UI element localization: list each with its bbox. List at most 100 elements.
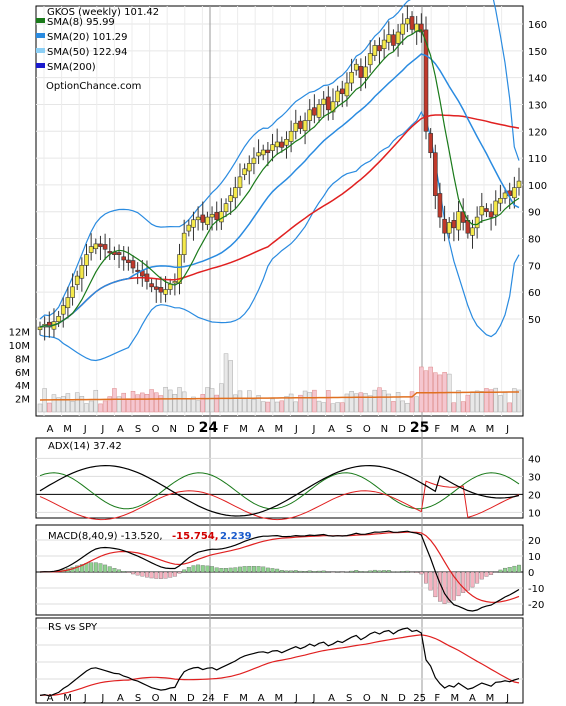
volume-average-line <box>39 391 519 401</box>
ticker-label: GKOS (weekly) 101.42 <box>47 7 159 18</box>
volume-bar <box>298 394 303 413</box>
volume-bar <box>112 388 117 413</box>
macd-histogram-bar <box>89 562 94 573</box>
candle-body <box>405 18 410 25</box>
candle-body <box>256 152 261 157</box>
price-tick-label: 130 <box>528 100 547 111</box>
candle-body <box>344 82 350 97</box>
macd-histogram-bar <box>424 571 428 584</box>
volume-bar <box>130 390 136 413</box>
macd-histogram-bar <box>517 564 521 573</box>
legend-swatch <box>36 18 45 23</box>
candle-body <box>70 286 75 298</box>
month-label-bottom: J <box>294 693 298 704</box>
macd-histogram-bar <box>191 565 196 573</box>
candle-body <box>260 149 266 156</box>
volume-bar <box>274 401 280 413</box>
volume-bar <box>251 398 257 413</box>
candle-body <box>195 216 201 221</box>
volume-bar <box>358 392 364 413</box>
macd-histogram-bar <box>382 570 387 573</box>
month-label-bottom: J <box>83 693 87 704</box>
price-tick-label: 110 <box>528 154 547 165</box>
candle-body <box>288 130 294 142</box>
candle-body <box>186 224 192 232</box>
month-label-bottom: A <box>258 693 265 704</box>
month-label-bottom: N <box>381 693 388 704</box>
macd-histogram-bar <box>270 568 275 573</box>
candle-body <box>488 211 494 218</box>
month-label-bottom: M <box>63 693 72 704</box>
candle-body <box>270 144 275 151</box>
candle-body <box>419 23 424 33</box>
volume-bar <box>265 401 271 413</box>
macd-tick-label: -20 <box>528 600 544 611</box>
macd-histogram-bar <box>484 571 489 577</box>
volume-bar <box>61 396 66 413</box>
macd-histogram-bar <box>489 571 494 575</box>
price-tick-label: 60 <box>528 288 541 299</box>
candle-body <box>298 120 303 129</box>
volume-bar <box>284 396 289 413</box>
candle-body <box>74 275 80 285</box>
macd-tick-label: 10 <box>528 552 541 563</box>
macd-histogram-bar <box>238 566 242 573</box>
candle-body <box>372 45 378 56</box>
volume-bar <box>460 401 466 413</box>
candle-body <box>377 45 382 52</box>
month-label-bottom: M <box>486 693 495 704</box>
volume-bar <box>330 403 336 413</box>
macd-histogram-bar <box>242 566 247 573</box>
macd-tick-label: 20 <box>528 536 541 547</box>
candle-body <box>93 243 99 250</box>
macd-histogram-bar <box>312 571 317 573</box>
macd-line <box>39 530 520 612</box>
volume-bar <box>414 396 419 413</box>
price-tick-label: 160 <box>528 20 547 31</box>
candle-body <box>367 53 373 66</box>
macd-histogram-bar <box>196 564 201 573</box>
adx-tick-label: 20 <box>528 490 541 501</box>
candle-body <box>251 157 257 164</box>
volume-bar <box>465 394 471 413</box>
volume-bar <box>437 374 443 413</box>
adx-tick-label: 30 <box>528 472 541 483</box>
volume-bar <box>177 387 182 413</box>
volume-tick-label: 6M <box>15 368 30 379</box>
macd-histogram-bar <box>293 570 298 573</box>
candle-body <box>339 88 345 95</box>
candle-body <box>516 180 522 188</box>
macd-histogram-bar <box>121 571 126 573</box>
volume-bar <box>214 394 219 413</box>
candle-body <box>265 149 271 154</box>
sma50-line <box>39 114 520 328</box>
volume-bar <box>409 391 415 413</box>
volume-bar <box>223 353 229 413</box>
month-label-bottom: S <box>346 693 352 704</box>
macd-histogram-bar <box>186 566 191 573</box>
candle-body <box>237 176 243 188</box>
volume-bar <box>456 390 461 413</box>
candle-body <box>428 133 433 154</box>
volume-tick-label: 8M <box>15 354 30 365</box>
month-label: N <box>169 424 176 435</box>
candle-body <box>307 109 313 121</box>
macd-histogram-bar <box>163 571 168 579</box>
month-label: A <box>47 424 54 435</box>
macd-panel: 20 10 0 -10 -20 <box>36 530 544 612</box>
minus-di-line <box>39 480 520 521</box>
month-label: M <box>486 424 495 435</box>
macd-histogram-bar <box>93 562 98 573</box>
candle-body <box>242 168 247 176</box>
volume-bar <box>233 394 238 413</box>
volume-tick-label: 2M <box>15 395 30 406</box>
candle-body <box>423 29 429 132</box>
macd-histogram-bar <box>98 563 103 573</box>
month-label-bottom: A <box>47 693 54 704</box>
volume-tick-label: 4M <box>15 381 30 392</box>
macd-histogram-bar <box>205 565 210 573</box>
candle-body <box>126 259 131 263</box>
volume-bar <box>488 389 494 413</box>
macd-histogram-bar <box>307 570 312 573</box>
adx-line <box>39 464 520 517</box>
